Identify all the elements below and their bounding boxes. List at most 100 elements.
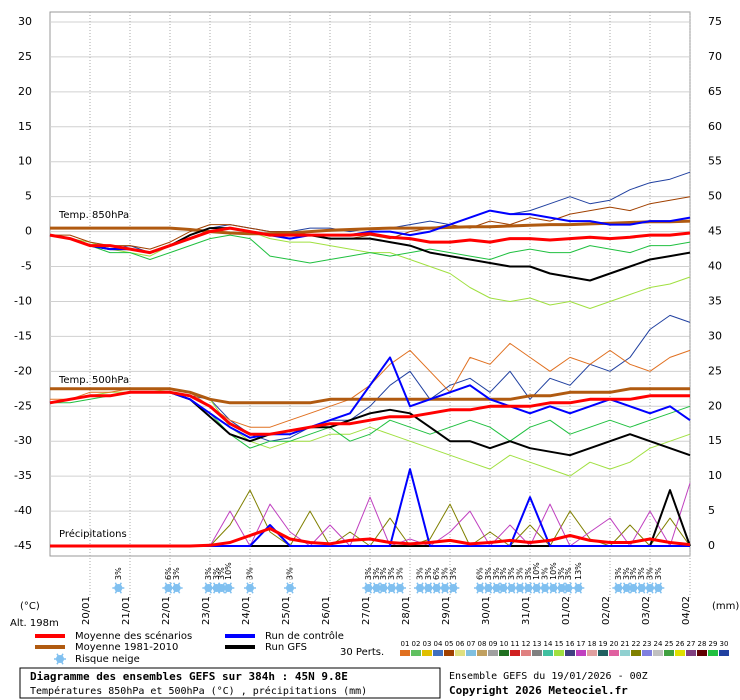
y2-tick-label: 0 (708, 539, 715, 552)
y-tick-label: -40 (14, 504, 32, 517)
flake-arm (638, 582, 646, 594)
pert-swatch (587, 650, 597, 656)
snow-risk-mark (385, 582, 398, 594)
snow-risk-label: 3% (654, 567, 663, 580)
snow-risk-mark (422, 582, 435, 594)
flake-arm (524, 582, 532, 594)
snow-risk-label: 3% (614, 567, 623, 580)
flake-arm (499, 582, 507, 594)
snow-risk-mark (112, 582, 125, 594)
series-line (49, 390, 690, 436)
series-line (50, 387, 690, 405)
flake-arm (614, 582, 622, 594)
snow-risk-mark (627, 582, 640, 594)
pert-number: 15 (555, 640, 564, 648)
snow-risk-label: 3% (629, 567, 638, 580)
perts-label: 30 Perts. (340, 647, 384, 658)
flake-arm (416, 582, 424, 594)
pert-swatch (598, 650, 608, 656)
pert-number: 22 (632, 640, 641, 648)
flake-arm (56, 653, 64, 665)
flake-arm (541, 582, 549, 594)
pert-number: 25 (665, 640, 674, 648)
flake-arm (558, 582, 566, 594)
pert-swatch (642, 650, 652, 656)
snow-risk-mark (222, 582, 235, 594)
y-tick-label: 25 (18, 50, 32, 63)
y-tick-label: -35 (14, 469, 32, 482)
y-tick-label: 30 (18, 15, 32, 28)
footer-subtitle: Températures 850hPa et 500hPa (°C) , pré… (30, 685, 367, 697)
snow-risk-mark (572, 582, 585, 594)
x-tick-label: 22/01 (161, 596, 172, 625)
x-tick-label: 26/01 (321, 596, 332, 625)
pert-number: 18 (588, 640, 597, 648)
altitude: Alt. 198m (10, 618, 59, 629)
y2-tick-label: 5 (708, 504, 715, 517)
flake-arm (574, 582, 582, 594)
snow-risk-mark (377, 582, 390, 594)
flake-arm (516, 582, 524, 594)
snow-risk-mark (539, 582, 551, 594)
pert-number: 12 (522, 640, 531, 648)
y2-tick-label: 15 (708, 434, 722, 447)
snow-risk-label: 3% (499, 567, 508, 580)
pert-swatch (675, 650, 685, 656)
snow-risk-label: 3% (622, 567, 631, 580)
y-tick-label: -25 (14, 399, 32, 412)
flake-arm (164, 582, 172, 594)
snow-risk-label: 3% (646, 567, 655, 580)
x-tick-label: 27/01 (361, 596, 372, 625)
snow-risk-label: 3% (364, 567, 373, 580)
pert-swatch (455, 650, 465, 656)
pert-swatch (653, 650, 663, 656)
pert-number: 27 (687, 640, 696, 648)
pert-swatch (510, 650, 520, 656)
panel-label: Temp. 850hPa (58, 210, 129, 221)
y2-tick-label: 20 (708, 399, 722, 412)
snow-risk-label: 3% (516, 567, 525, 580)
legend-label: Run de contrôle (265, 630, 344, 642)
flake-arm (246, 582, 254, 594)
pert-number: 24 (654, 640, 663, 648)
pert-number: 10 (500, 640, 509, 648)
snow-risk-label: 3% (492, 567, 501, 580)
pert-swatch (532, 650, 542, 656)
y2-tick-label: 55 (708, 155, 722, 168)
pert-number: 30 (720, 640, 729, 648)
snow-risk-label: 3% (424, 567, 433, 580)
series-line (49, 234, 691, 264)
pert-swatch (411, 650, 421, 656)
snow-risk-mark (555, 582, 568, 594)
snow-risk-mark (652, 582, 665, 594)
snow-risk-mark (394, 582, 406, 594)
pert-swatch (543, 650, 553, 656)
x-tick-label: 28/01 (401, 596, 412, 625)
flake-arm (424, 582, 432, 594)
left-unit: (°C) (20, 601, 40, 612)
snow-risk-mark (612, 582, 625, 594)
pert-swatch (609, 650, 619, 656)
pert-swatch (521, 650, 531, 656)
pert-number: 23 (643, 640, 652, 648)
flake-arm (224, 582, 232, 594)
pert-swatch (576, 650, 586, 656)
snow-risk-label: 3% (217, 567, 226, 580)
snow-risk-mark (522, 582, 535, 594)
snow-risk-label: 3% (416, 567, 425, 580)
pert-number: 21 (621, 640, 630, 648)
snow-risk-label: 13% (574, 562, 583, 580)
snow-risk-label: 10% (224, 562, 233, 580)
flake-arm (533, 582, 541, 594)
snow-risk-label: 10% (549, 562, 558, 580)
snow-risk-label: 3% (204, 567, 213, 580)
snow-risk-mark (514, 582, 526, 594)
x-tick-label: 21/01 (121, 596, 132, 625)
pert-number: 02 (412, 640, 421, 648)
flake-arm (508, 582, 516, 594)
pert-number: 28 (698, 640, 707, 648)
pert-swatch (477, 650, 487, 656)
pert-number: 19 (599, 640, 608, 648)
flake-arm (396, 582, 404, 594)
